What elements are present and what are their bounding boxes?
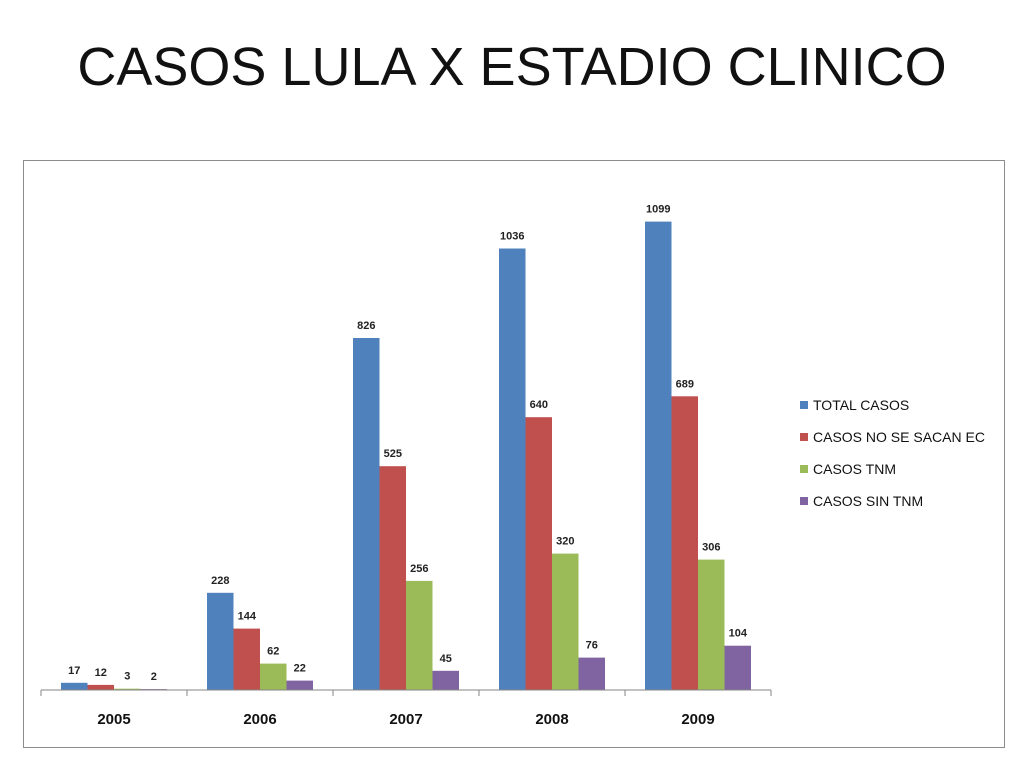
data-label-casos-tnm-2006: 62 (267, 646, 279, 658)
data-label-casos-no-se-sacan-ec-2009: 689 (676, 378, 694, 390)
legend-swatch-casos-sin-tnm (800, 497, 808, 505)
data-label-total-casos-2007: 826 (357, 320, 375, 332)
data-label-total-casos-2008: 1036 (500, 231, 524, 243)
bar-casos-no-se-sacan-ec-2009 (671, 396, 698, 690)
x-tick-label-2006: 2006 (243, 711, 276, 728)
data-label-casos-no-se-sacan-ec-2006: 144 (238, 611, 257, 623)
data-label-total-casos-2006: 228 (211, 575, 229, 587)
data-label-total-casos-2009: 1099 (646, 204, 670, 216)
data-label-casos-no-se-sacan-ec-2007: 525 (384, 448, 402, 460)
bar-casos-tnm-2006 (260, 663, 287, 690)
data-label-casos-tnm-2007: 256 (410, 563, 428, 575)
data-label-casos-sin-tnm-2009: 104 (729, 628, 748, 640)
bar-casos-sin-tnm-2009 (724, 645, 751, 690)
bar-casos-sin-tnm-2006 (286, 680, 313, 690)
data-label-casos-tnm-2005: 3 (124, 671, 130, 683)
bar-casos-sin-tnm-2008 (578, 657, 605, 690)
bar-total-casos-2007 (353, 338, 380, 690)
data-label-casos-sin-tnm-2007: 45 (440, 653, 452, 665)
data-label-total-casos-2005: 17 (68, 665, 80, 677)
bar-casos-tnm-2008 (552, 553, 579, 690)
data-label-casos-sin-tnm-2008: 76 (586, 640, 598, 652)
x-tick-label-2009: 2009 (681, 711, 714, 728)
x-axis: 2005 2006 2007 2008 2009 (40, 689, 772, 728)
bar-casos-sin-tnm-2007 (432, 670, 459, 690)
bar-casos-tnm-2009 (698, 559, 725, 690)
legend: TOTAL CASOS CASOS NO SE SACAN EC CASOS TNM… (800, 397, 985, 509)
x-tick-label-2005: 2005 (97, 711, 130, 728)
legend-label-total-casos: TOTAL CASOS (813, 397, 909, 413)
bar-total-casos-2006 (207, 592, 234, 690)
data-label-casos-tnm-2008: 320 (556, 536, 574, 548)
legend-label-casos-no-se-sacan-ec: CASOS NO SE SACAN EC (813, 429, 985, 445)
bar-casos-no-se-sacan-ec-2006 (233, 628, 260, 690)
bar-total-casos-2005 (61, 682, 88, 690)
data-label-casos-no-se-sacan-ec-2005: 12 (95, 667, 107, 679)
bar-casos-tnm-2007 (406, 580, 433, 690)
x-tick-label-2008: 2008 (535, 711, 568, 728)
bar-casos-no-se-sacan-ec-2005 (87, 684, 114, 690)
bars-group: 17 12 3 2 228 144 62 22 826 525 256 45 1036 640 320 76 1… (61, 204, 751, 690)
legend-label-casos-tnm: CASOS TNM (813, 461, 896, 477)
bar-casos-no-se-sacan-ec-2007 (379, 466, 406, 690)
legend-swatch-casos-no-se-sacan-ec (800, 433, 808, 441)
bar-total-casos-2009 (645, 221, 672, 690)
legend-swatch-casos-tnm (800, 465, 808, 473)
slide-title: CASOS LULA X ESTADIO CLINICO (77, 37, 947, 97)
x-tick-label-2007: 2007 (389, 711, 422, 728)
data-label-casos-sin-tnm-2005: 2 (151, 671, 157, 683)
data-label-casos-no-se-sacan-ec-2008: 640 (530, 399, 548, 411)
data-label-casos-tnm-2009: 306 (702, 542, 720, 554)
legend-label-casos-sin-tnm: CASOS SIN TNM (813, 493, 923, 509)
bar-total-casos-2008 (499, 248, 526, 690)
data-label-casos-sin-tnm-2006: 22 (294, 663, 306, 675)
bar-casos-no-se-sacan-ec-2008 (525, 417, 552, 690)
legend-swatch-total-casos (800, 401, 808, 409)
bar-casos-tnm-2005 (114, 688, 141, 690)
